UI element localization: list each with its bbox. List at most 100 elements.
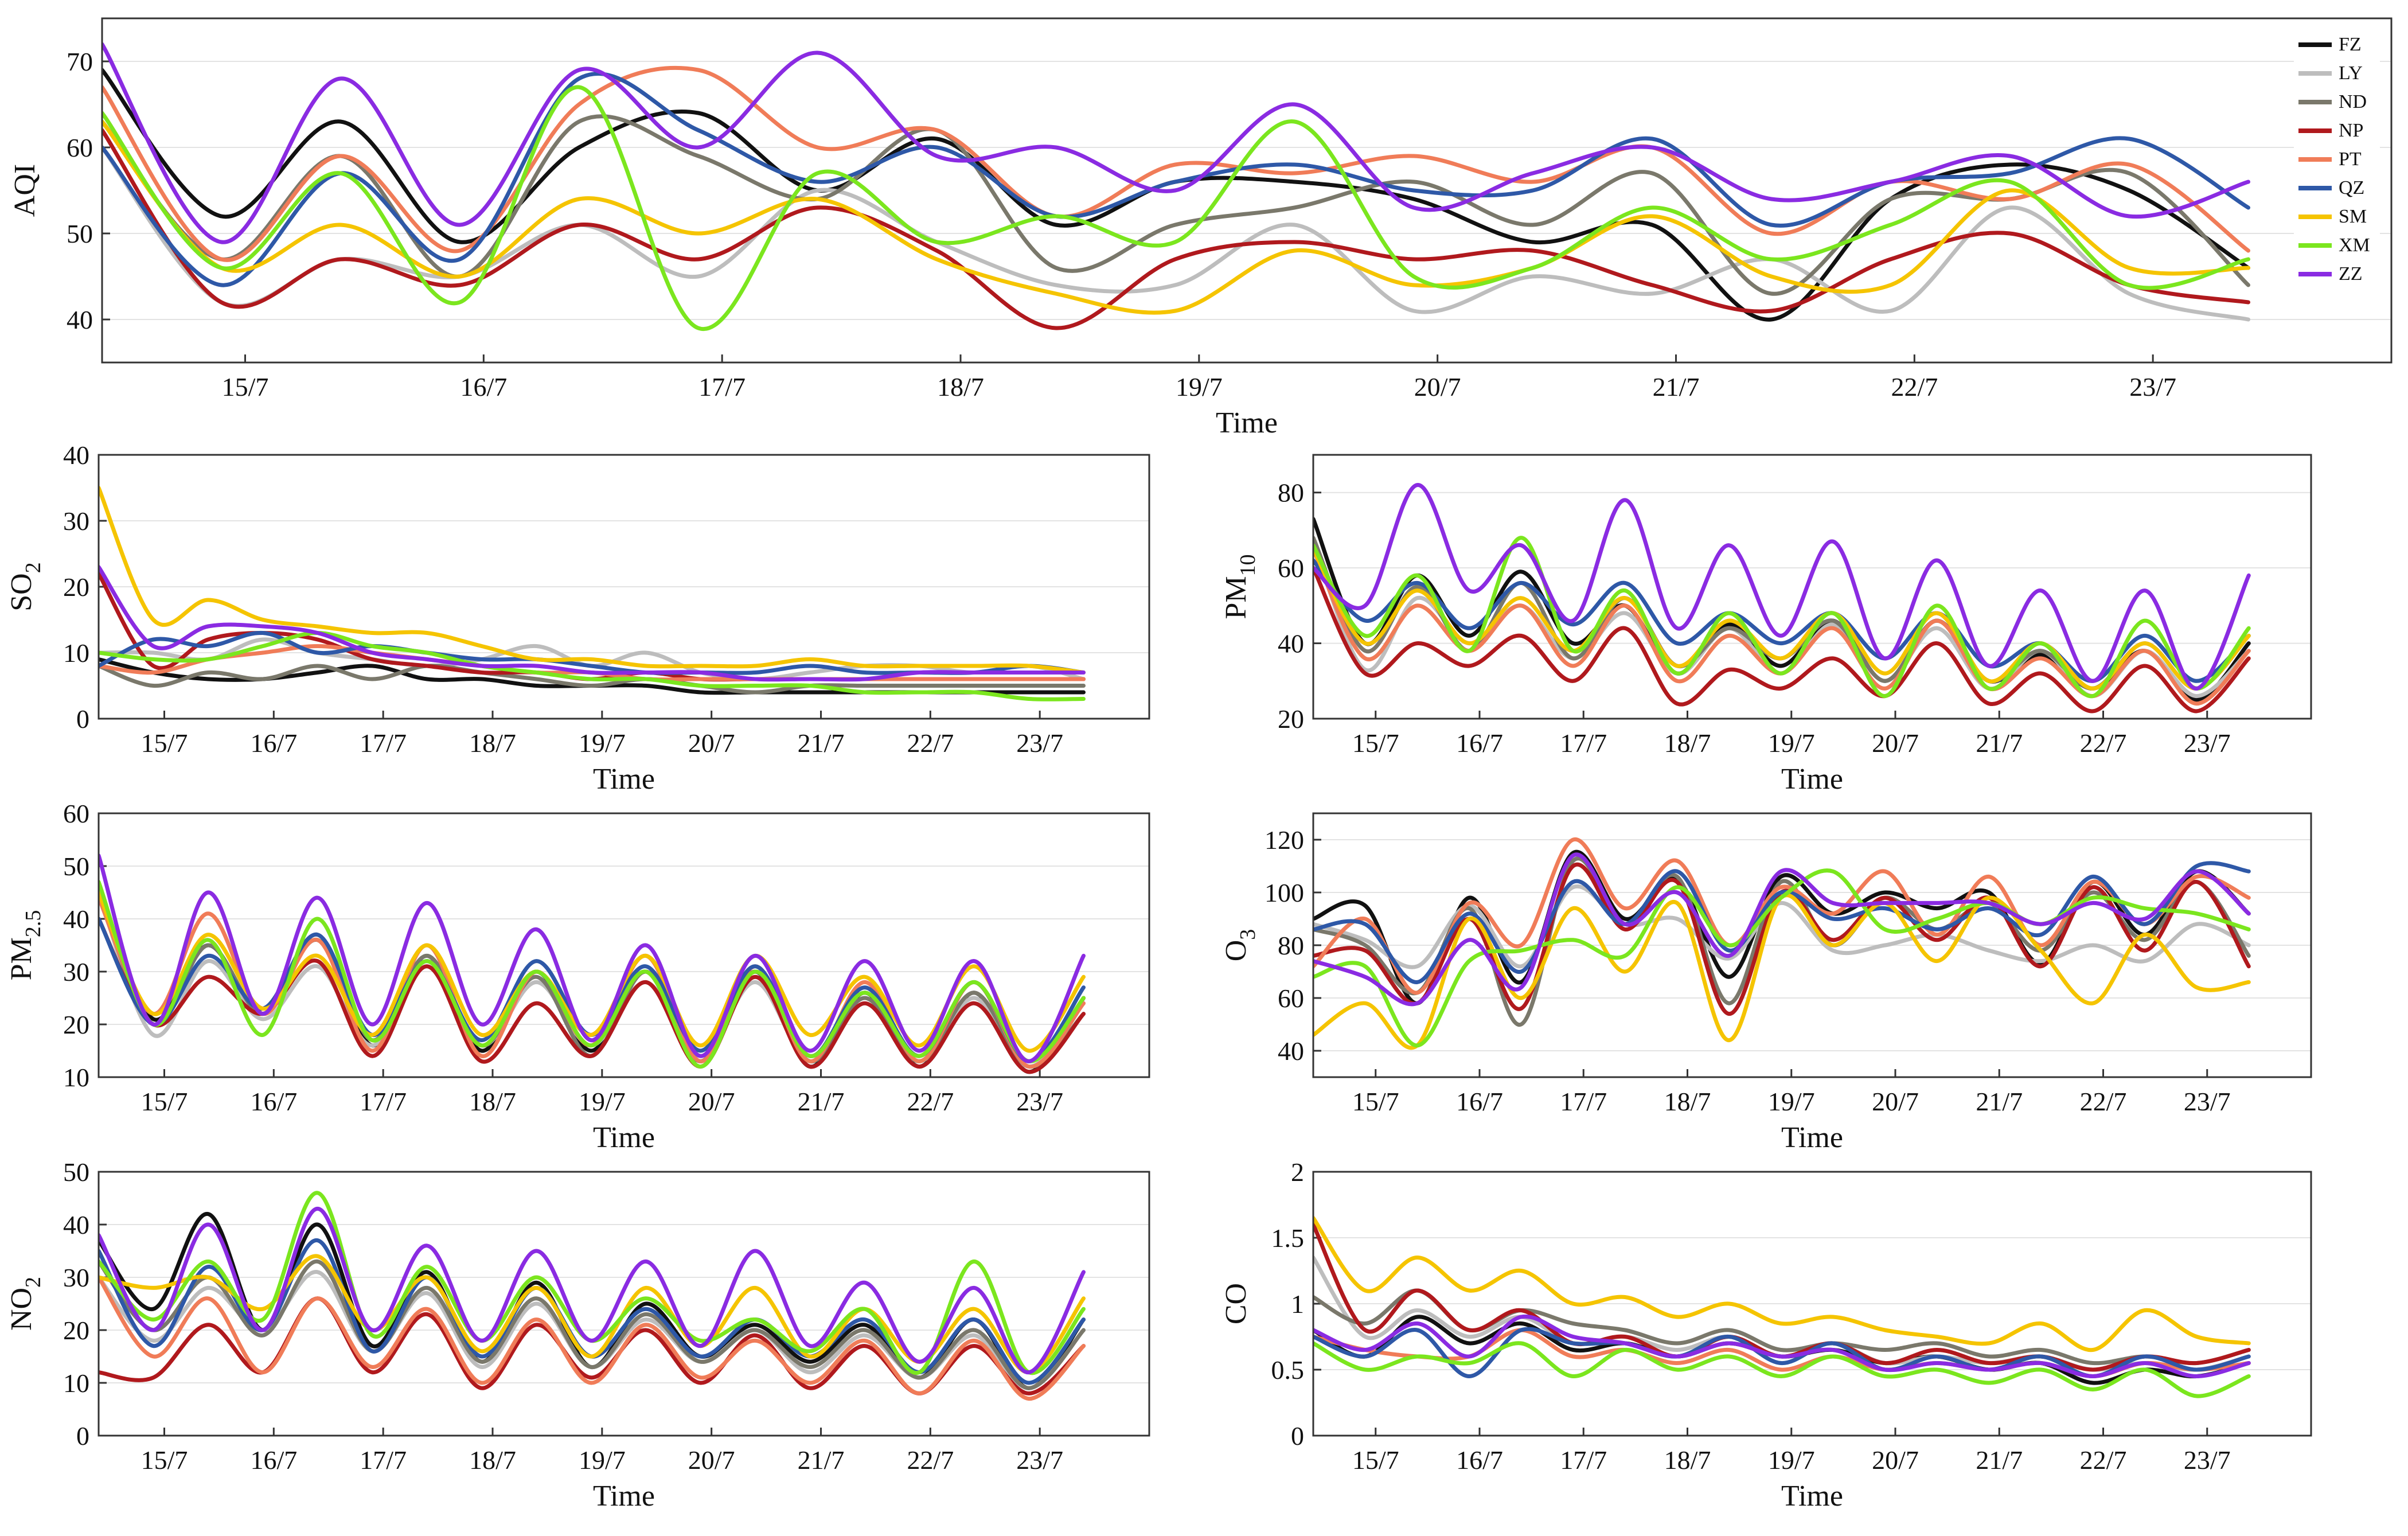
- series-line-zz: [99, 1206, 1086, 1375]
- x-tick-label: 17/7: [1560, 1445, 1607, 1475]
- series-line-zz: [102, 42, 2250, 244]
- x-tick-label: 22/7: [2080, 1087, 2127, 1116]
- series-line-xm: [1313, 1341, 2251, 1398]
- panel-aqi: 40 50 60 70 15/7 16/7 17/7 18/7 19/7 20/7 21/7 22/7…: [9, 17, 2393, 439]
- x-tick-label: 23/7: [2184, 1087, 2231, 1116]
- y-tick-label: 30: [63, 1263, 89, 1292]
- plot-area: [1312, 1171, 2312, 1437]
- x-tick-label: 18/7: [469, 1445, 516, 1475]
- series-line-xm: [102, 85, 2250, 332]
- y-axis-title-subscript: 2: [21, 1277, 45, 1288]
- y-tick-label: 40: [67, 305, 93, 334]
- legend-label-sm: SM: [2339, 206, 2367, 227]
- y-tick-label: 80: [1278, 478, 1304, 508]
- series-line-sm: [1313, 893, 2251, 1050]
- x-tick-label: 18/7: [469, 1087, 516, 1116]
- x-tick-label: 18/7: [469, 728, 516, 758]
- series-group: [99, 1191, 1086, 1401]
- x-tick-label: 16/7: [1456, 1445, 1503, 1475]
- x-tick-label: 19/7: [579, 1087, 626, 1116]
- x-tick-label: 23/7: [2184, 728, 2231, 758]
- x-tick-label: 20/7: [1872, 1445, 1919, 1475]
- series-line-np: [1313, 1222, 2251, 1372]
- series-line-sm: [102, 119, 2250, 315]
- y-axis-title: PM2.5: [5, 910, 45, 981]
- y-axis-title-subscript: 3: [1236, 929, 1260, 940]
- y-tick-label: 30: [63, 506, 89, 536]
- x-tick-label: 18/7: [1664, 728, 1711, 758]
- x-axis-title: Time: [1216, 407, 1278, 439]
- y-tick-label: 50: [63, 1157, 89, 1187]
- panel-no2: 0 10 20 30 40 50 15/7 16/7 17/7 18/7 19/7 20/7 21/7 2…: [5, 1157, 1150, 1512]
- series-group: [1313, 837, 2251, 1050]
- x-tick-label: 23/7: [2129, 372, 2176, 401]
- x-tick-label: 19/7: [1768, 728, 1815, 758]
- panel-o3: 40 60 80 100 120 15/7 16/7 17/7 18/7 19/7 20/7 21/7…: [1220, 812, 2312, 1154]
- x-tick-label: 23/7: [2184, 1445, 2231, 1475]
- y-axis-title-subscript: 2.5: [21, 910, 45, 938]
- y-tick-label: 40: [1278, 1036, 1304, 1066]
- y-tick-label: 70: [67, 47, 93, 76]
- legend-label-pt: PT: [2339, 149, 2362, 170]
- plot-area: [97, 812, 1150, 1078]
- legend-label-ly: LY: [2339, 63, 2363, 84]
- x-tick-label: 20/7: [688, 1445, 735, 1475]
- panel-pm10: 20 40 60 80 15/7 16/7 17/7 18/7 19/7 20/7 21/7 22/7…: [1220, 454, 2312, 796]
- x-tick-label: 17/7: [698, 372, 746, 401]
- series-group: [102, 42, 2250, 332]
- plot-area: [1312, 812, 2312, 1078]
- x-tick-label: 19/7: [579, 728, 626, 758]
- y-axis-title: O3: [1220, 929, 1260, 962]
- x-tick-label: 22/7: [907, 728, 954, 758]
- x-tick-label: 21/7: [1976, 728, 2023, 758]
- x-tick-label: 15/7: [1352, 728, 1399, 758]
- y-axis-title: PM10: [1220, 554, 1260, 619]
- series-group: [99, 853, 1086, 1074]
- plot-area: [97, 1171, 1150, 1437]
- series-line-sm: [1313, 1216, 2251, 1352]
- x-tick-label: 17/7: [360, 728, 407, 758]
- panel-pm25: 10 20 30 40 50 60 15/7 16/7 17/7 18/7 19/7 20/7 21/7…: [5, 799, 1150, 1154]
- series-line-zz: [99, 853, 1086, 1063]
- legend-box: [2294, 30, 2380, 297]
- legend-label-zz: ZZ: [2339, 263, 2363, 284]
- y-tick-label: 50: [67, 219, 93, 248]
- x-tick-label: 15/7: [1352, 1087, 1399, 1116]
- plot-area: [101, 17, 2393, 364]
- x-tick-label: 15/7: [1352, 1445, 1399, 1475]
- series-line-zz: [1313, 1314, 2251, 1378]
- x-tick-label: 20/7: [1872, 728, 1919, 758]
- series-line-zz: [1313, 852, 2251, 1007]
- series-line-nd: [99, 1259, 1086, 1390]
- series-line-np: [1313, 566, 2251, 714]
- x-tick-label: 23/7: [1016, 1445, 1063, 1475]
- x-tick-label: 22/7: [907, 1445, 954, 1475]
- x-tick-label: 17/7: [1560, 1087, 1607, 1116]
- y-axis-title: AQI: [9, 164, 41, 217]
- x-tick-label: 22/7: [2080, 1445, 2127, 1475]
- y-tick-label: 20: [1278, 704, 1304, 734]
- x-tick-label: 16/7: [1456, 728, 1503, 758]
- y-axis-title: NO2: [5, 1277, 45, 1331]
- legend-label-qz: QZ: [2339, 177, 2364, 198]
- x-tick-label: 17/7: [1560, 728, 1607, 758]
- series-line-np: [102, 128, 2250, 330]
- y-tick-label: 60: [1278, 553, 1304, 583]
- x-tick-label: 15/7: [141, 1087, 188, 1116]
- y-tick-label: 0: [1291, 1421, 1304, 1451]
- x-tick-label: 20/7: [688, 728, 735, 758]
- series-line-qz: [1313, 861, 2251, 984]
- series-line-pt: [1313, 837, 2251, 995]
- y-tick-label: 40: [63, 440, 89, 470]
- series-line-xm: [1313, 868, 2251, 1048]
- x-axis-title: Time: [593, 763, 655, 796]
- y-tick-label: 50: [63, 852, 89, 881]
- y-tick-label: 60: [63, 799, 89, 828]
- plot-area: [1312, 454, 2312, 720]
- x-axis-title: Time: [1781, 1480, 1843, 1512]
- x-tick-label: 19/7: [1768, 1445, 1815, 1475]
- x-axis-title: Time: [1781, 763, 1843, 796]
- x-tick-label: 21/7: [1976, 1445, 2023, 1475]
- x-tick-label: 20/7: [688, 1087, 735, 1116]
